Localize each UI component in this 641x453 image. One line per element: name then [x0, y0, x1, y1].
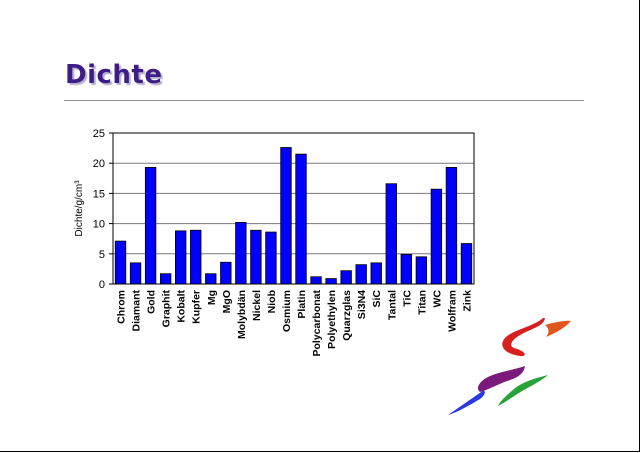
x-tick-label: Zink: [461, 290, 473, 312]
x-tick-label: WC: [431, 290, 443, 308]
y-axis-label: Dichte/g/cm³: [74, 180, 85, 237]
x-tick-label: Wolfram: [446, 290, 458, 332]
title-divider: [64, 100, 584, 101]
x-tick-label: Si3N4: [356, 290, 368, 319]
x-tick-label: Kupfer: [191, 290, 203, 324]
slide-title: Dichte: [65, 60, 163, 90]
x-tick-label: Tantal: [386, 290, 398, 320]
x-tick-label: Quarzglas: [341, 290, 353, 341]
x-tick-label: Polycarbonat: [311, 290, 323, 357]
logo-red-stroke: [502, 318, 545, 357]
x-tick-label: Gold: [146, 290, 158, 314]
x-tick-label: Titan: [416, 290, 428, 315]
x-tick-label: Diamant: [131, 290, 143, 332]
y-tick-label: 10: [93, 219, 105, 231]
x-tick-label: Chrom: [116, 290, 128, 324]
x-tick-label: Osmium: [281, 290, 293, 332]
x-tick-label: SiC: [371, 290, 383, 308]
x-tick-label: Polyethylen: [326, 290, 338, 349]
x-tick-label: MgO: [221, 290, 233, 313]
x-tick-label: Kobalt: [176, 290, 188, 323]
y-tick-label: 20: [93, 158, 105, 170]
x-tick-label: Nickel: [251, 290, 263, 321]
logo-orange-stroke: [545, 320, 571, 337]
x-tick-label: TiC: [401, 290, 413, 307]
x-tick-label: Platin: [296, 290, 308, 319]
y-tick-label: 15: [93, 188, 105, 200]
logo-green-stroke: [498, 375, 548, 406]
x-tick-label: Graphit: [161, 290, 173, 328]
x-tick-label: Mg: [206, 290, 218, 305]
y-tick-label: 0: [99, 279, 105, 291]
x-tick-label: Molybdän: [236, 290, 248, 339]
logo-blue-stroke: [448, 390, 485, 415]
y-tick-label: 5: [99, 249, 105, 261]
x-tick-label: Niob: [266, 290, 278, 313]
logo-purple-stroke: [478, 366, 525, 392]
y-tick-label: 25: [93, 128, 105, 140]
plot-area-border: [112, 132, 475, 285]
